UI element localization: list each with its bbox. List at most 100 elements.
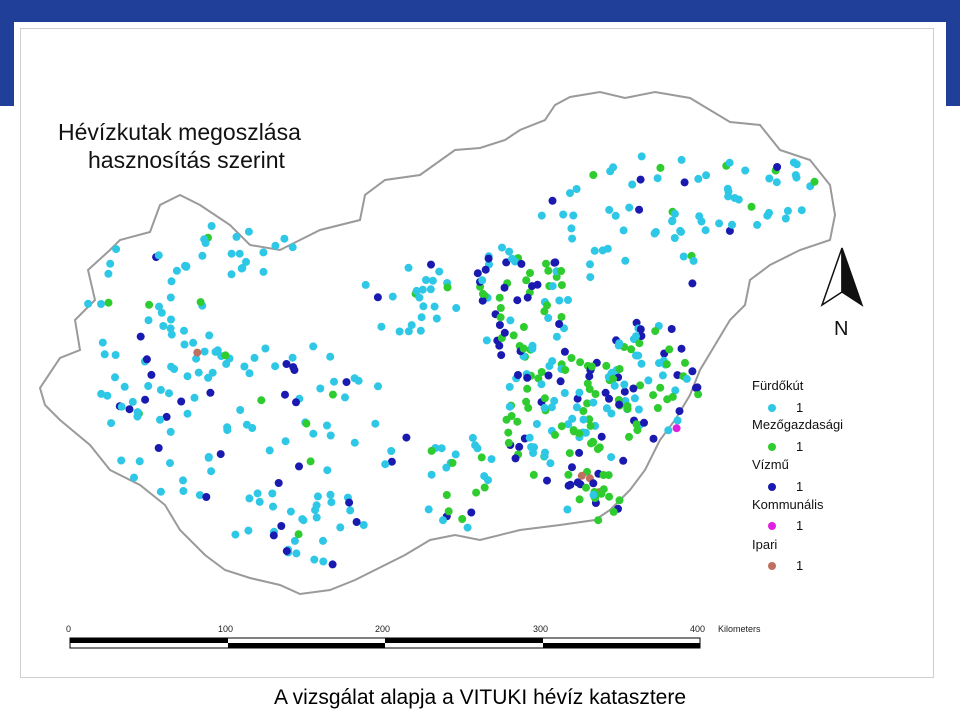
well-point bbox=[540, 452, 549, 461]
well-point bbox=[154, 444, 163, 452]
well-point bbox=[190, 393, 199, 402]
well-point bbox=[182, 262, 191, 271]
well-point bbox=[274, 479, 283, 487]
north-arrow-icon bbox=[820, 247, 864, 307]
well-point bbox=[607, 453, 616, 462]
well-point bbox=[694, 390, 703, 399]
well-point bbox=[586, 260, 594, 269]
well-point bbox=[451, 450, 460, 459]
well-point bbox=[98, 338, 107, 347]
well-point bbox=[480, 472, 489, 481]
well-point bbox=[582, 483, 590, 492]
well-point bbox=[183, 372, 192, 381]
well-point bbox=[662, 360, 671, 369]
well-point bbox=[495, 293, 504, 302]
well-point bbox=[545, 362, 554, 370]
well-point bbox=[290, 536, 299, 545]
well-point bbox=[452, 304, 461, 312]
well-point bbox=[791, 171, 800, 180]
well-point bbox=[292, 398, 300, 407]
well-point bbox=[765, 174, 774, 183]
well-point bbox=[694, 174, 703, 183]
well-point bbox=[505, 402, 514, 411]
well-point bbox=[747, 202, 756, 211]
well-point bbox=[623, 404, 632, 413]
well-point bbox=[319, 536, 327, 545]
well-point bbox=[597, 432, 606, 441]
well-point bbox=[157, 308, 166, 317]
legend-value-mezogazdasagi: 1 bbox=[796, 439, 803, 454]
well-point bbox=[361, 280, 370, 289]
well-point bbox=[551, 430, 559, 439]
well-point bbox=[112, 245, 121, 254]
well-point bbox=[388, 292, 397, 301]
legend-value-ipari: 1 bbox=[796, 558, 803, 573]
well-point bbox=[567, 224, 576, 233]
well-point bbox=[354, 376, 363, 385]
well-point bbox=[502, 258, 511, 267]
well-point bbox=[207, 222, 216, 230]
well-point bbox=[568, 463, 576, 472]
well-point bbox=[255, 497, 264, 506]
well-point bbox=[481, 265, 490, 274]
well-point bbox=[312, 513, 321, 522]
well-point bbox=[167, 315, 175, 324]
well-point bbox=[664, 426, 673, 435]
well-point bbox=[576, 358, 585, 367]
well-point bbox=[100, 350, 109, 359]
well-point bbox=[448, 458, 457, 467]
well-point bbox=[236, 406, 245, 414]
well-point bbox=[419, 302, 428, 311]
well-point bbox=[619, 226, 628, 235]
scale-tick-0: 0 bbox=[66, 624, 71, 634]
well-point bbox=[295, 462, 303, 471]
well-point bbox=[544, 266, 553, 275]
legend-value-kommunalis: 1 bbox=[796, 518, 803, 533]
well-point bbox=[679, 252, 688, 261]
well-point bbox=[371, 419, 380, 428]
well-point bbox=[294, 530, 303, 539]
well-point bbox=[537, 368, 546, 376]
well-point bbox=[524, 403, 533, 412]
well-point bbox=[473, 269, 482, 278]
legend-label-furdokut: Fürdőkút bbox=[752, 378, 804, 393]
well-point bbox=[565, 449, 574, 458]
well-point bbox=[402, 433, 411, 442]
well-point bbox=[579, 415, 588, 424]
well-point bbox=[781, 214, 790, 223]
well-point bbox=[484, 254, 493, 263]
legend-swatch-mezogazdasagi bbox=[768, 443, 776, 451]
well-point bbox=[505, 247, 514, 256]
well-point bbox=[439, 516, 447, 525]
well-point bbox=[208, 368, 217, 377]
legend-label-vizmu: Vízmű bbox=[752, 457, 789, 472]
well-point bbox=[478, 276, 487, 285]
well-point bbox=[387, 457, 396, 466]
well-point bbox=[670, 209, 679, 218]
well-point bbox=[144, 316, 153, 325]
well-point bbox=[326, 352, 335, 361]
legend-swatch-ipari bbox=[768, 562, 776, 570]
well-point bbox=[609, 507, 618, 516]
well-point bbox=[299, 516, 308, 525]
well-point bbox=[653, 174, 662, 183]
well-point bbox=[677, 155, 686, 164]
well-point bbox=[478, 296, 487, 305]
well-point bbox=[416, 326, 425, 335]
well-point bbox=[599, 471, 608, 479]
well-point bbox=[598, 246, 607, 255]
well-point bbox=[156, 487, 165, 496]
well-point bbox=[555, 296, 564, 305]
well-point bbox=[200, 347, 209, 356]
well-point bbox=[306, 457, 315, 466]
well-point bbox=[282, 360, 291, 368]
well-point bbox=[677, 344, 686, 353]
well-point bbox=[427, 470, 436, 479]
well-point bbox=[326, 490, 335, 499]
well-point bbox=[424, 505, 433, 514]
well-point bbox=[404, 263, 413, 272]
well-point bbox=[130, 473, 138, 482]
well-point bbox=[323, 421, 331, 430]
well-point bbox=[336, 523, 345, 532]
well-point bbox=[504, 428, 513, 437]
